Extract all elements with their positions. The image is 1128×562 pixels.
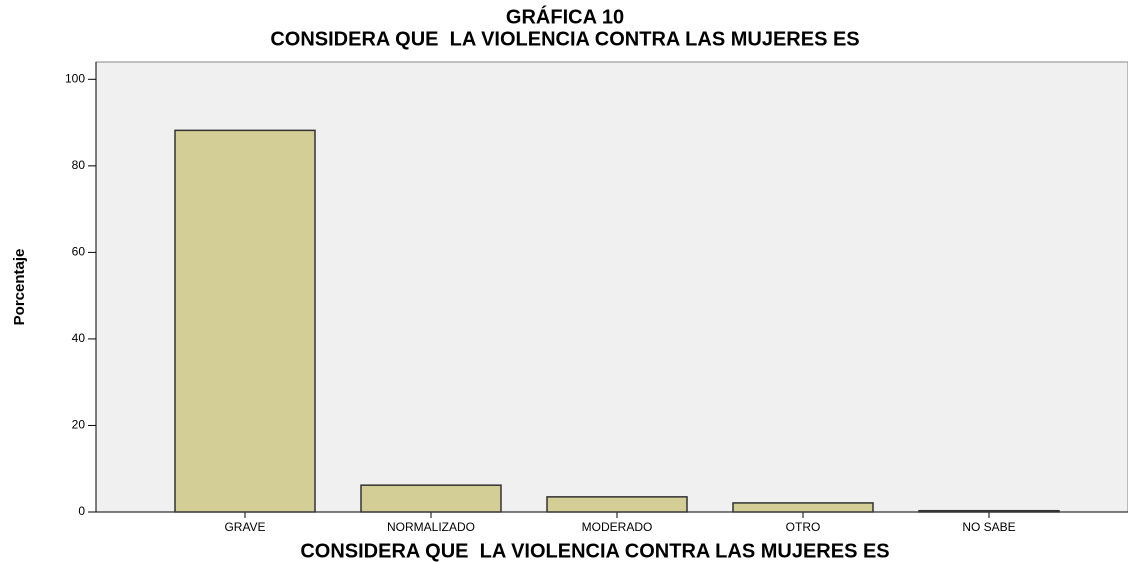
x-tick-label: GRAVE [224, 520, 265, 534]
y-tick-label: 80 [72, 158, 86, 172]
chart-title: GRÁFICA 10 [506, 5, 624, 28]
y-tick-label: 40 [72, 331, 86, 345]
bar [918, 509, 1060, 513]
x-tick-label: MODERADO [582, 520, 653, 534]
x-tick-label: OTRO [786, 520, 821, 534]
chart-subtitle: CONSIDERA QUE LA VIOLENCIA CONTRA LAS MU… [270, 28, 859, 50]
y-axis-label: Porcentaje [11, 249, 28, 326]
y-tick-label: 0 [78, 504, 85, 518]
bar [732, 502, 874, 513]
x-axis-label: CONSIDERA QUE LA VIOLENCIA CONTRA LAS MU… [300, 540, 889, 562]
bar [360, 484, 502, 513]
bar [546, 496, 688, 513]
x-tick-label: NO SABE [962, 520, 1015, 534]
y-tick-label: 60 [72, 245, 86, 259]
y-tick-label: 100 [65, 71, 85, 85]
y-tick-label: 20 [72, 418, 86, 432]
bar [174, 129, 316, 513]
x-tick-label: NORMALIZADO [387, 520, 475, 534]
